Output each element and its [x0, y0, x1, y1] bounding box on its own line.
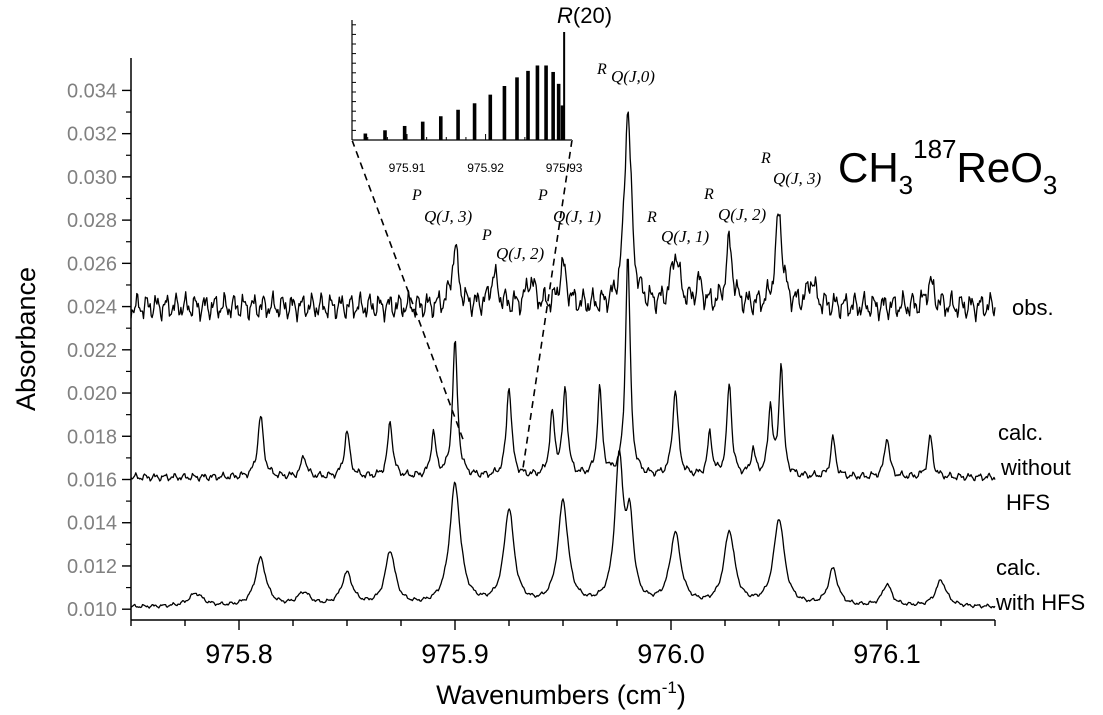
inset-bar	[535, 65, 540, 140]
inset-bar	[515, 77, 519, 140]
series-line	[130, 258, 996, 482]
x-tick-label: 975.8	[205, 639, 273, 669]
series-line	[130, 111, 996, 323]
series-label: obs.	[1012, 295, 1054, 320]
x-axis-label: Wavenumbers (cm-1)	[436, 678, 686, 710]
inset-bar	[438, 116, 443, 140]
peak-annotation-branch: P	[411, 187, 422, 204]
series-label: calc.	[998, 420, 1043, 445]
inset-bar	[363, 133, 368, 140]
peak-annotation-label: Q(J, 2)	[718, 205, 766, 224]
inset-x-ticks: 975.91 975.92 975.93	[367, 134, 583, 175]
peak-annotation-label: Q(J, 1)	[553, 207, 601, 226]
peak-annotation-label: Q(J, 2)	[496, 244, 544, 263]
peak-annotations: PQ(J, 3)PQ(J, 2)PQ(J, 1)R Q(J,0)RQ(J, 1)R…	[411, 61, 821, 263]
y-tick-label: 0.016	[67, 470, 117, 492]
series-line	[130, 449, 996, 609]
inset-bar	[488, 94, 493, 140]
peak-annotation-branch: R	[646, 209, 657, 226]
y-ticks: 0.010 0.012 0.014 0.016 0.018 0.020 0.022 0.024…	[67, 80, 131, 621]
y-tick-label: 0.022	[67, 340, 117, 362]
peak-annotation-label: Q(J, 1)	[661, 227, 709, 246]
y-tick-label: 0.020	[67, 383, 117, 405]
inset-x-tick-label: 975.92	[467, 161, 504, 175]
inset-bar	[456, 109, 460, 140]
x-tick-label: 976.1	[853, 639, 921, 669]
inset-bar	[420, 121, 425, 140]
series-label: calc.	[996, 555, 1041, 580]
y-tick-label: 0.012	[67, 556, 117, 578]
peak-annotation-branch: R	[596, 61, 607, 78]
inset-bar	[560, 105, 565, 140]
inset-bar	[383, 130, 387, 140]
series-layer	[130, 111, 996, 609]
y-tick-label: 0.034	[67, 80, 117, 102]
y-tick-label: 0.018	[67, 426, 117, 448]
inset-bar	[544, 65, 548, 140]
y-tick-label: 0.032	[67, 124, 117, 146]
peak-annotation-branch: R	[703, 186, 714, 203]
peak-annotation-branch: P	[481, 227, 492, 244]
peak-annotation-branch: P	[537, 187, 548, 204]
inset-y-ticks	[352, 24, 356, 141]
inset-peak-line	[563, 32, 566, 140]
x-ticks: 975.8 975.9 976.0 976.1	[130, 620, 996, 669]
inset-chart: 975.91 975.92 975.93 R(20)	[350, 3, 612, 175]
inset-bar	[472, 103, 477, 140]
inset-bar	[526, 70, 530, 140]
inset-bar	[551, 71, 555, 140]
peak-annotation-label: Q(J, 3)	[773, 169, 821, 188]
chart-title: CH3187ReO3	[838, 134, 1057, 200]
inset-peak-label: R(20)	[557, 3, 612, 28]
y-tick-label: 0.030	[67, 167, 117, 189]
inset-bar	[502, 86, 507, 140]
y-axis-label: Absorbance	[11, 267, 41, 411]
inset-x-tick-label: 975.91	[389, 161, 426, 175]
series-labels: obs. calc. without HFS calc. with HFS	[995, 295, 1085, 615]
series-label: HFS	[1006, 490, 1050, 515]
y-tick-label: 0.014	[67, 513, 117, 535]
series-label: without	[1000, 455, 1071, 480]
series-label: with HFS	[995, 590, 1085, 615]
inset-bar	[556, 83, 561, 140]
y-tick-label: 0.026	[67, 253, 117, 275]
zoom-guide-right	[522, 139, 573, 469]
y-tick-label: 0.028	[67, 210, 117, 232]
inset-background	[350, 20, 572, 141]
peak-annotation-branch: R	[760, 150, 771, 167]
inset-x-tick-label: 975.93	[546, 161, 583, 175]
inset-bar	[402, 125, 407, 140]
peak-annotation-label: Q(J,0)	[611, 67, 655, 86]
inset-bars	[363, 32, 566, 140]
y-tick-label: 0.010	[67, 599, 117, 621]
x-tick-label: 976.0	[637, 639, 705, 669]
y-tick-label: 0.024	[67, 297, 117, 319]
axes	[130, 58, 995, 621]
x-tick-label: 975.9	[421, 639, 489, 669]
peak-annotation-label: Q(J, 3)	[424, 207, 472, 226]
